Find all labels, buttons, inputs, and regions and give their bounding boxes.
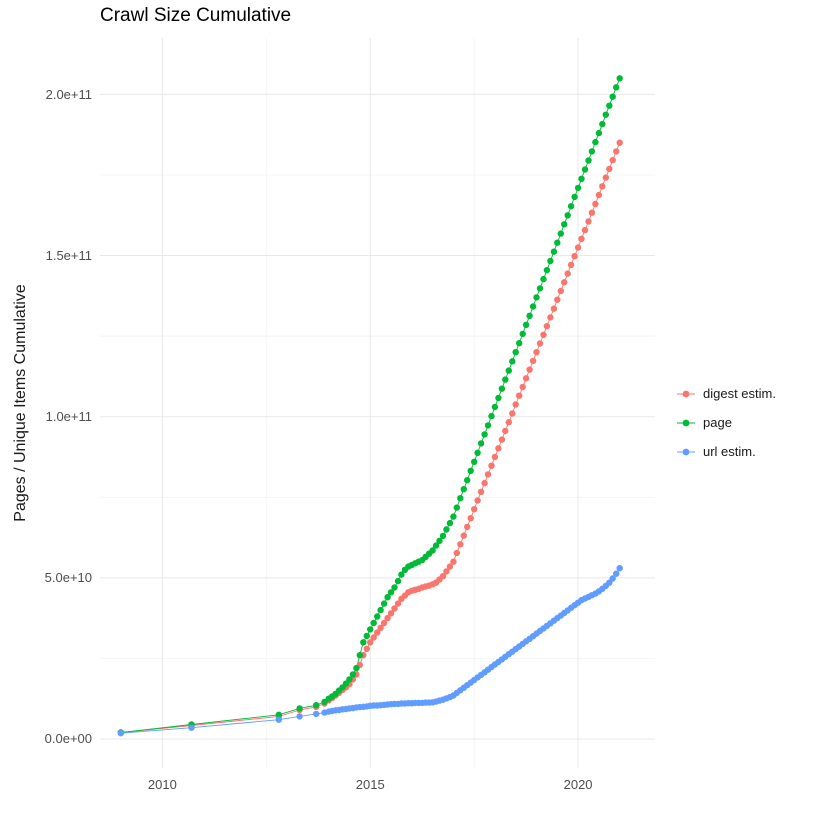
legend: digest estim. page url estim.: [676, 379, 776, 466]
legend-label: url estim.: [703, 444, 756, 459]
legend-entry-1: page: [676, 408, 776, 437]
chart-title: Crawl Size Cumulative: [100, 5, 292, 26]
x-tick-label: 2020: [563, 777, 593, 792]
legend-key-icon: [677, 448, 695, 455]
x-tick-label: 2010: [147, 777, 177, 792]
y-tick-label: 5.0e+10: [44, 570, 92, 586]
gridlines-major: [100, 38, 655, 768]
legend-label: page: [703, 415, 732, 430]
legend-key-icon: [677, 419, 695, 426]
y-tick-label: 1.5e+11: [45, 248, 92, 264]
y-tick-label: 2.0e+11: [45, 86, 92, 102]
series-points-2: [117, 565, 623, 737]
legend-entry-2: url estim.: [676, 437, 776, 466]
x-tick-label: 2015: [355, 777, 385, 792]
legend-key-icon: [677, 390, 695, 397]
legend-label: digest estim.: [703, 386, 776, 401]
y-tick-label: 0.0e+00: [44, 731, 92, 747]
y-tick-label: 1.0e+11: [45, 409, 92, 425]
legend-entry-0: digest estim.: [676, 379, 776, 408]
series-points-1: [117, 75, 623, 736]
gridlines-minor: [100, 38, 655, 768]
